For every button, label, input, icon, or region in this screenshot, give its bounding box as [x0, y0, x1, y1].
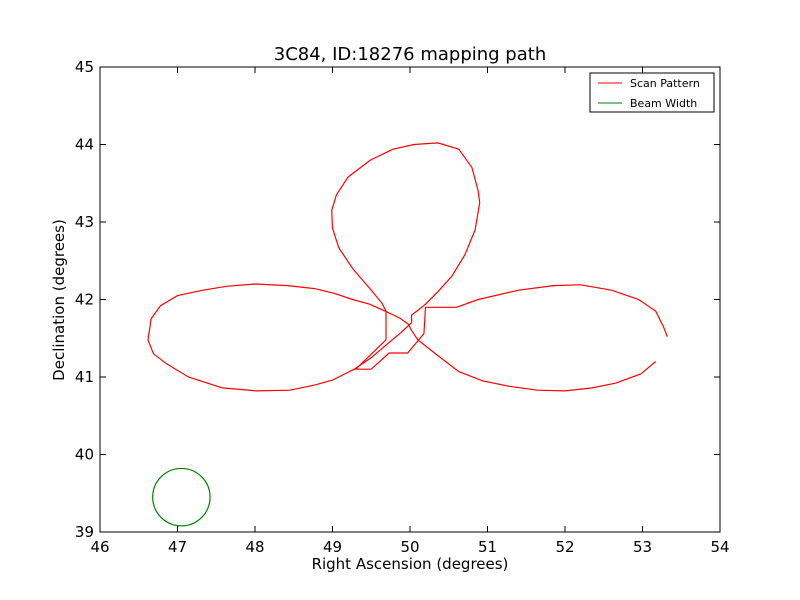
beam-width-circle — [152, 467, 211, 527]
x-tick-label: 53 — [633, 538, 652, 556]
x-tick-label: 52 — [555, 538, 574, 556]
y-tick-label: 43 — [75, 213, 94, 231]
legend-label-scan-pattern: Scan Pattern — [630, 77, 700, 90]
x-tick-label: 48 — [245, 538, 264, 556]
y-tick-label: 45 — [75, 58, 94, 76]
y-tick-label: 44 — [75, 136, 94, 154]
y-tick-label: 42 — [75, 291, 94, 309]
legend-label-beam-width: Beam Width — [630, 97, 697, 110]
x-tick-label: 50 — [400, 538, 419, 556]
x-tick-label: 49 — [323, 538, 342, 556]
plot-frame — [99, 66, 721, 533]
axis-ticks: 46 47 48 49 50 51 52 53 54 39 40 41 42 43 44 45 — [75, 58, 730, 556]
y-axis-label: Declination (degrees) — [50, 219, 68, 381]
y-tick-label: 40 — [75, 446, 94, 464]
x-axis-label: Right Ascension (degrees) — [312, 555, 509, 573]
y-tick-label: 39 — [75, 523, 94, 541]
y-tick-label: 41 — [75, 368, 94, 386]
legend-box — [589, 72, 715, 113]
chart-title: 3C84, ID:18276 mapping path — [274, 44, 546, 65]
scan-pattern-line — [147, 142, 668, 392]
x-tick-label: 47 — [168, 538, 187, 556]
legend: Scan Pattern Beam Width — [589, 72, 715, 113]
x-tick-label: 46 — [90, 538, 109, 556]
x-tick-label: 51 — [478, 538, 497, 556]
plot-area — [147, 142, 668, 527]
x-tick-label: 54 — [710, 538, 729, 556]
